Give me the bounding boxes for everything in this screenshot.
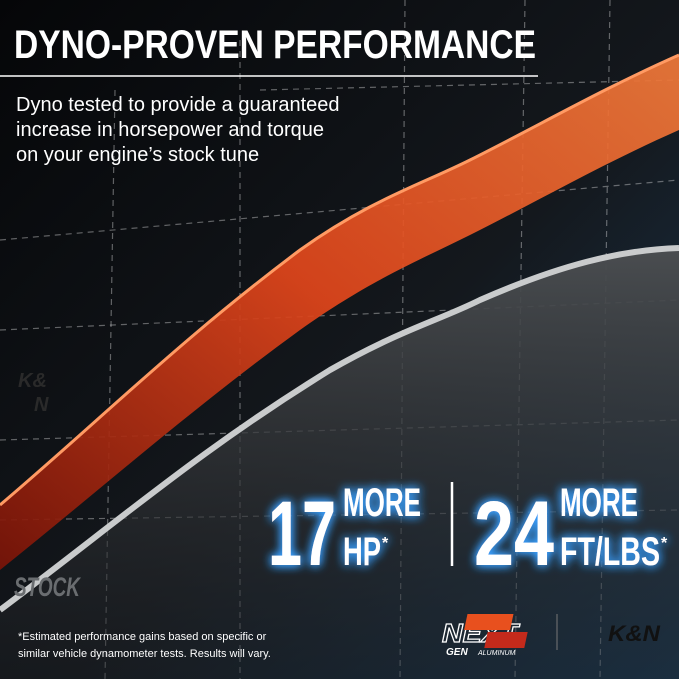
footnote-line: *Estimated performance gains based on sp…: [18, 631, 267, 643]
stat-more: MORE: [560, 481, 638, 525]
logo-text: K&N: [608, 621, 661, 646]
stat-number: 24: [474, 483, 554, 585]
brand-logo: K&N: [464, 614, 661, 648]
subtitle-line: Dyno tested to provide a guaranteed: [16, 94, 340, 116]
stat-mark: *: [661, 535, 668, 552]
stock-label: STOCK: [14, 572, 82, 602]
brand-mark: K& N: [18, 370, 49, 416]
brand-text: N: [34, 394, 49, 416]
performance-band: [0, 55, 679, 570]
title: DYNO-PROVEN PERFORMANCE: [14, 23, 536, 67]
logo-block: [484, 632, 528, 648]
logo-gen: GEN: [446, 647, 468, 658]
stats: 17 MORE HP * 24 MORE FT/LBS *: [268, 481, 668, 585]
performance-curve: [0, 53, 679, 507]
stat-number: 17: [268, 483, 336, 585]
stat-mark: *: [382, 535, 389, 552]
stat-unit: FT/LBS: [560, 530, 660, 574]
subtitle-line: on your engine’s stock tune: [16, 144, 259, 166]
logo-material: ALUMINUM: [477, 650, 516, 657]
footnote-line: similar vehicle dynamometer tests. Resul…: [18, 648, 271, 660]
stat-more: MORE: [343, 481, 421, 525]
stock-curve: [0, 245, 679, 613]
stock-area: [0, 248, 679, 679]
subtitle-line: increase in horsepower and torque: [16, 119, 324, 141]
stat-unit: HP: [343, 530, 381, 574]
brand-text: K&: [18, 370, 47, 392]
logo-block: [464, 614, 514, 630]
